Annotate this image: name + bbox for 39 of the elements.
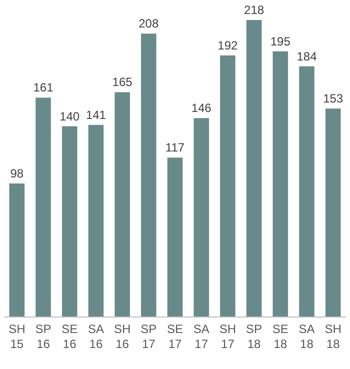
data-label: 98: [10, 166, 24, 180]
x-tick-label: SH 17: [219, 322, 236, 351]
bar: [62, 126, 78, 317]
x-tick-label: SP 18: [246, 322, 262, 351]
data-label: 195: [270, 34, 291, 48]
bar: [9, 183, 25, 317]
data-label: 184: [296, 49, 318, 64]
bar: [299, 66, 314, 317]
data-label: 165: [112, 75, 133, 90]
x-tick-label: SE 17: [166, 322, 184, 351]
x-tick-label: SE 16: [62, 322, 78, 351]
bar: [325, 108, 341, 317]
bar: [141, 34, 156, 317]
data-label: 218: [244, 3, 264, 17]
x-tick-label: SH 15: [8, 322, 26, 351]
bar: [88, 124, 104, 317]
bar: [167, 158, 183, 317]
bar: [246, 20, 262, 317]
data-label: 192: [218, 38, 238, 52]
data-label: 153: [323, 92, 344, 106]
data-label: 146: [191, 101, 212, 116]
bar: [194, 118, 209, 317]
x-tick-label: SH 16: [114, 322, 131, 351]
data-label: 140: [60, 109, 80, 124]
data-label: 161: [33, 80, 54, 95]
data-label: 117: [165, 140, 185, 155]
data-label: 141: [86, 108, 106, 122]
bar: [36, 98, 51, 317]
x-tick-label: SP 16: [35, 322, 52, 351]
bar: [114, 92, 130, 317]
data-label: 208: [138, 16, 159, 31]
x-tick-label: SH 18: [324, 322, 342, 351]
x-tick-label: SA 16: [88, 322, 104, 351]
x-tick-label: SA 18: [298, 322, 315, 351]
bar: [272, 51, 288, 317]
x-tick-label: SE 18: [272, 322, 288, 351]
bar: [220, 55, 236, 317]
x-tick-label: SP 17: [140, 322, 157, 351]
x-tick-label: SA 17: [193, 322, 210, 351]
